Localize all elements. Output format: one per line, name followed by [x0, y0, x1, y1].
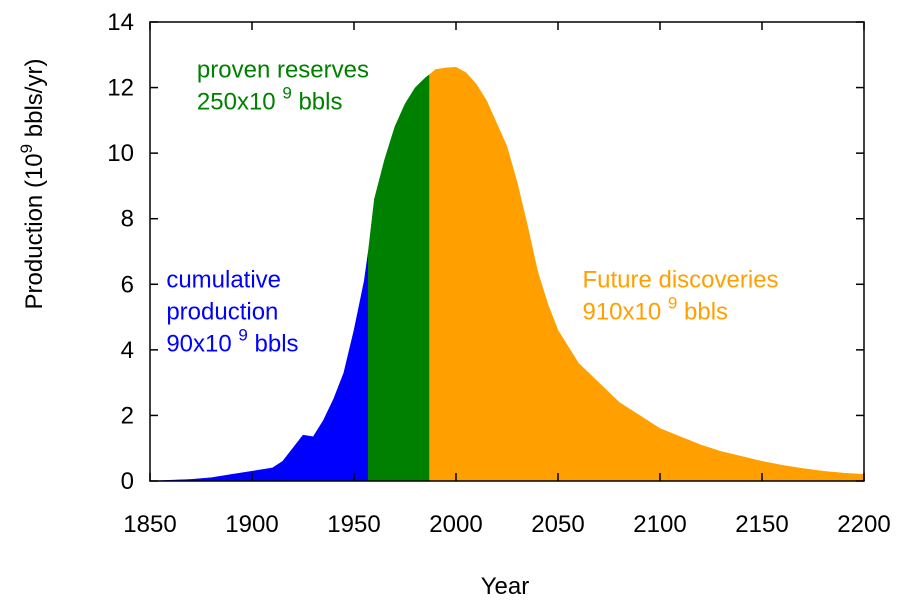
x-tick-label: 2050 — [531, 511, 584, 538]
y-tick-label: 0 — [121, 468, 134, 495]
y-axis-label-main: Production (10 — [21, 153, 48, 309]
y-axis-label-unit: bbls/yr) — [21, 59, 48, 144]
annotation-proven-label: proven reserves — [197, 57, 369, 84]
area-proven — [368, 73, 430, 482]
annotation-cumulative-label: cumulative — [166, 267, 281, 294]
data-areas — [149, 66, 865, 482]
y-tick-label: 8 — [121, 206, 134, 233]
x-tick-label: 1850 — [123, 511, 176, 538]
plot-frame — [149, 21, 865, 482]
y-tick-label: 14 — [107, 9, 134, 36]
x-tick-label: 2000 — [429, 511, 482, 538]
annotation-cumulative-amount: 90x10 9 bbls — [166, 326, 298, 358]
y-tick-label: 2 — [121, 402, 134, 429]
annotation-future-label: Future discoveries — [582, 267, 778, 294]
annotation-future-amount: 910x10 9 bbls — [582, 294, 728, 326]
area-cumulative — [149, 251, 369, 482]
annotation-proven-amount: 250x10 9 bbls — [197, 84, 343, 116]
x-tick-label: 1950 — [327, 511, 380, 538]
x-axis-label: Year — [481, 573, 530, 600]
x-tick-label: 2200 — [837, 511, 890, 538]
y-axis-label-exponent: 9 — [17, 144, 36, 153]
x-tick-label: 2150 — [735, 511, 788, 538]
y-tick-label: 12 — [107, 75, 134, 102]
y-tick-label: 4 — [121, 337, 134, 364]
y-axis-label: Production (109 bbls/yr) — [17, 59, 48, 310]
annotation-cumulative-label: production — [166, 299, 278, 326]
x-tick-label: 1900 — [225, 511, 278, 538]
y-tick-label: 10 — [107, 140, 134, 167]
y-tick-label: 6 — [121, 271, 134, 298]
tick-labels: 1850 1900 1950 2000 2050 2100 2150 2200 0 2 4 6 8 10 1… — [107, 9, 890, 538]
axis-ticks — [149, 21, 865, 482]
x-tick-label: 2100 — [633, 511, 686, 538]
area-future — [429, 66, 865, 482]
